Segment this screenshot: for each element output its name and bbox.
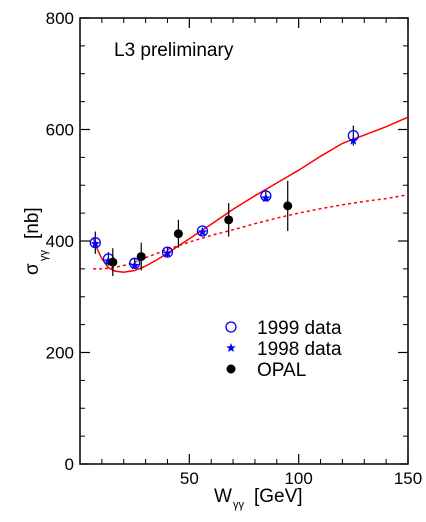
y-axis-title-sub: γγ xyxy=(38,250,50,262)
1999-data-point xyxy=(260,190,272,202)
1998-data-point xyxy=(162,248,173,258)
legend-label-opal: OPAL xyxy=(257,360,306,381)
legend-label-1998-data: 1998 data xyxy=(257,339,342,360)
fit-curves xyxy=(92,116,409,273)
1998-data-point xyxy=(348,135,359,145)
1999-data-point xyxy=(129,257,141,269)
1998-data-point xyxy=(197,227,208,237)
y-axis-title: σ γγ [nb] xyxy=(22,207,50,275)
plot-frame xyxy=(79,17,409,465)
opal-point xyxy=(283,201,293,211)
legend-label-1999-data: 1999 data xyxy=(257,318,342,339)
1998-data-point xyxy=(90,238,101,248)
x-axis-title-sub: γγ xyxy=(233,499,245,511)
x-tick-label: 50 xyxy=(180,469,199,488)
y-axis-title-main: σ xyxy=(22,263,43,275)
1999-data-point xyxy=(89,237,101,249)
y-tick-label: 0 xyxy=(65,455,74,474)
x-tick-label: 150 xyxy=(394,469,422,488)
x-axis-title: W γγ [GeV] xyxy=(214,486,303,511)
legend-marker-1998-data xyxy=(226,343,236,352)
axis-ticks: 0 200 400 600 800 50 100 150 xyxy=(46,9,423,488)
x-axis-title-unit: [GeV] xyxy=(254,486,303,507)
y-tick-label: 800 xyxy=(46,9,74,28)
y-tick-label: 400 xyxy=(46,232,74,251)
1998-data-point xyxy=(261,193,271,203)
1998-data-point xyxy=(103,256,114,266)
opal-point xyxy=(108,257,118,267)
x-axis-title-main: W xyxy=(214,486,232,507)
opal-point xyxy=(136,252,146,262)
fit-curve-solid xyxy=(92,116,409,273)
x-tick-label: 100 xyxy=(284,469,312,488)
y-tick-label: 600 xyxy=(46,121,74,140)
y-tick-label: 200 xyxy=(46,344,74,363)
1999-data-point xyxy=(196,225,209,237)
1998-data-point xyxy=(129,260,140,270)
fit-curve-dashed xyxy=(93,193,409,270)
opal-point xyxy=(173,229,183,239)
legend-marker-1999-data xyxy=(225,321,237,333)
legend-marker-opal xyxy=(226,364,236,374)
annotation: L3 preliminary xyxy=(114,40,234,61)
data-markers xyxy=(89,125,359,277)
1999-data-point xyxy=(161,246,174,258)
y-axis-title-unit: [nb] xyxy=(22,207,43,239)
opal-point xyxy=(224,215,234,225)
